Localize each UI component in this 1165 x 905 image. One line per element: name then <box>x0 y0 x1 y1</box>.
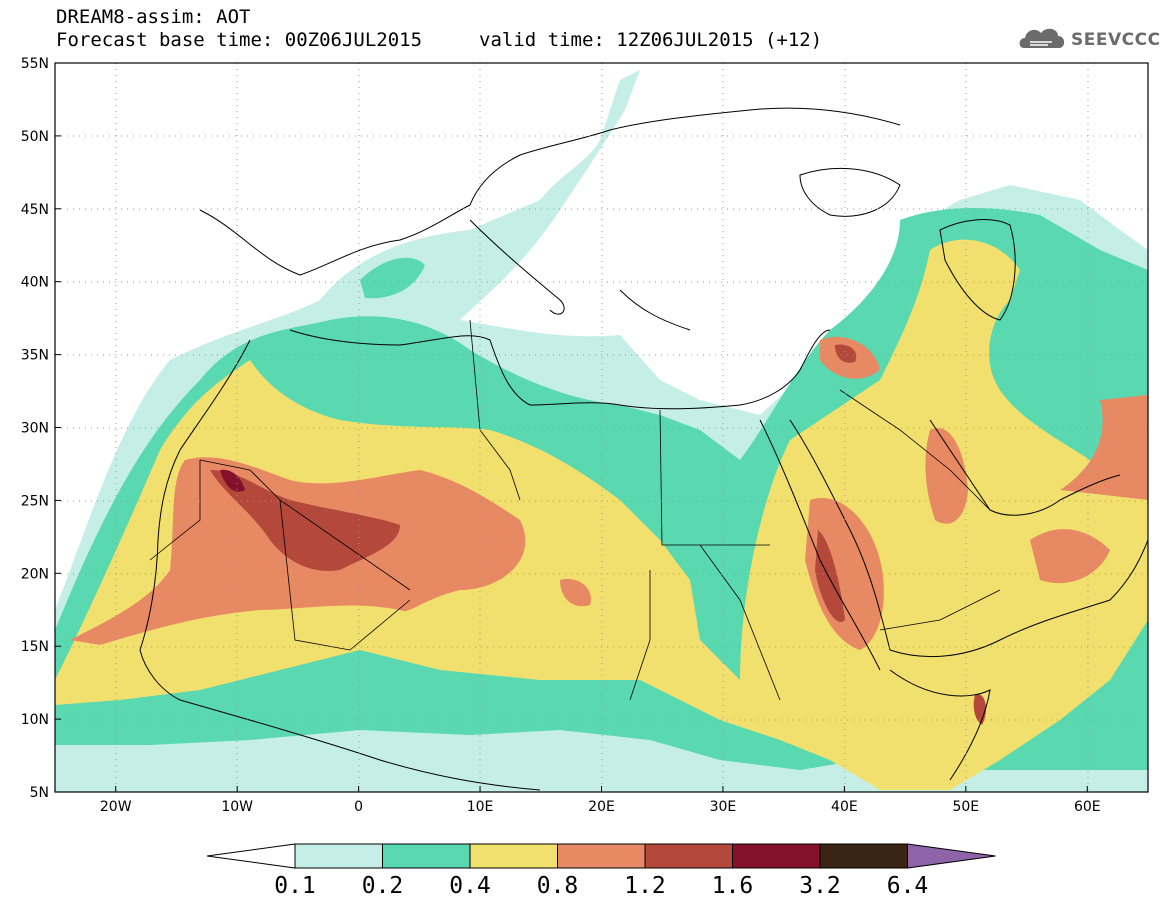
colorbar-label: 6.4 <box>887 873 929 899</box>
coastline-hornafrica <box>889 669 991 781</box>
lat-label: 35N <box>21 348 49 364</box>
lon-label: 0 <box>354 799 363 815</box>
lat-label: 40N <box>21 275 49 291</box>
lon-label: 10E <box>467 799 494 815</box>
longitude-axis: 20W 10W 0 10E 20E 30E 40E 50E 60E <box>100 786 1101 815</box>
aot-patch-0.8-gulf <box>925 428 968 524</box>
borders <box>149 319 1001 701</box>
aot-patch-1.2-redsea <box>815 530 845 622</box>
seevccc-logo: SEEVCCC <box>1016 22 1160 58</box>
aot-field <box>55 70 1148 792</box>
colorbar-box <box>732 843 821 869</box>
colorbar-box <box>469 843 558 869</box>
colorbar-under-triangle <box>206 843 296 869</box>
coastline-europe <box>199 107 901 276</box>
border-sahel <box>199 459 411 591</box>
colorbar-label: 1.6 <box>712 873 754 899</box>
lon-label: 50E <box>952 799 979 815</box>
lat-label: 45N <box>21 202 49 218</box>
lat-label: 55N <box>21 56 49 72</box>
aot-patch-0.2-spain <box>360 257 425 299</box>
colorbar-box <box>557 843 646 869</box>
aot-band-1.6 <box>220 469 245 492</box>
colorbar-label: 0.8 <box>537 873 579 899</box>
coastline-africa-west <box>139 339 251 701</box>
colorbar-box <box>294 843 383 869</box>
aot-patch-0.8-chad <box>560 579 591 607</box>
lat-label: 20N <box>21 566 49 582</box>
lat-label: 15N <box>21 639 49 655</box>
border-saudi <box>839 389 991 511</box>
border-yemen <box>879 589 1001 631</box>
product-title: DREAM8-assim: AOT <box>56 6 251 28</box>
coastline-redsea-west <box>759 419 881 671</box>
lat-label: 30N <box>21 421 49 437</box>
aot-patch-0.8-oman <box>1030 529 1110 584</box>
forecast-base-time: Forecast base time: 00Z06JUL2015 <box>56 29 423 51</box>
colorbar-label: 0.2 <box>362 873 404 899</box>
coastline-caspian <box>939 219 1016 321</box>
lat-label: 5N <box>30 785 49 801</box>
lon-label: 10W <box>221 799 253 815</box>
aot-band-0.4 <box>55 239 1148 790</box>
border-libya-egypt <box>659 409 770 546</box>
latitude-axis: 55N 50N 45N 40N 35N 30N 25N 20N 15N 10N 5N <box>21 56 61 801</box>
coastline-redsea-east <box>789 419 891 651</box>
colorbar-label: 1.2 <box>624 873 666 899</box>
lat-label: 10N <box>21 712 49 728</box>
coastlines <box>139 107 1148 791</box>
coastline-arabia <box>889 539 1148 657</box>
lon-label: 30E <box>710 799 737 815</box>
logo-text: SEEVCCC <box>1071 30 1161 50</box>
border-mali-niger <box>279 499 411 651</box>
lon-label: 20W <box>100 799 132 815</box>
colorbar-over-triangle <box>907 843 996 869</box>
lon-label: 60E <box>1074 799 1101 815</box>
colorbar-box <box>819 843 908 869</box>
coastline-africa-south <box>179 699 541 791</box>
border-sudan-chad <box>629 570 651 701</box>
graticule <box>55 63 1148 792</box>
aot-patch-1.2-iraq <box>835 344 857 363</box>
lon-label: 40E <box>831 799 858 815</box>
coastline-gulf <box>929 419 1121 516</box>
coastline-italy <box>469 219 565 315</box>
aot-patch-0.8-arabia <box>805 498 884 650</box>
border-eastafrica <box>699 544 781 701</box>
border-algeria-libya <box>469 319 521 501</box>
valid-time: valid time: 12Z06JUL2015 (+12) <box>479 29 823 51</box>
colorbar-label: 0.1 <box>274 873 316 899</box>
colorbar-box <box>644 843 733 869</box>
cloud-icon <box>1019 28 1065 48</box>
aot-band-1.2 <box>210 470 400 571</box>
coastline-greece <box>619 289 691 331</box>
lon-label: 20E <box>588 799 615 815</box>
colorbar-label: 3.2 <box>799 873 841 899</box>
colorbar-label: 0.4 <box>449 873 491 899</box>
colorbar-box <box>382 843 471 869</box>
border-westsahara <box>149 460 201 561</box>
aot-patch-0.8-east <box>1060 395 1148 500</box>
coastline-mediterranean <box>289 329 831 410</box>
lat-label: 25N <box>21 493 49 509</box>
lat-label: 50N <box>21 129 49 145</box>
coastline-blacksea <box>799 168 901 217</box>
